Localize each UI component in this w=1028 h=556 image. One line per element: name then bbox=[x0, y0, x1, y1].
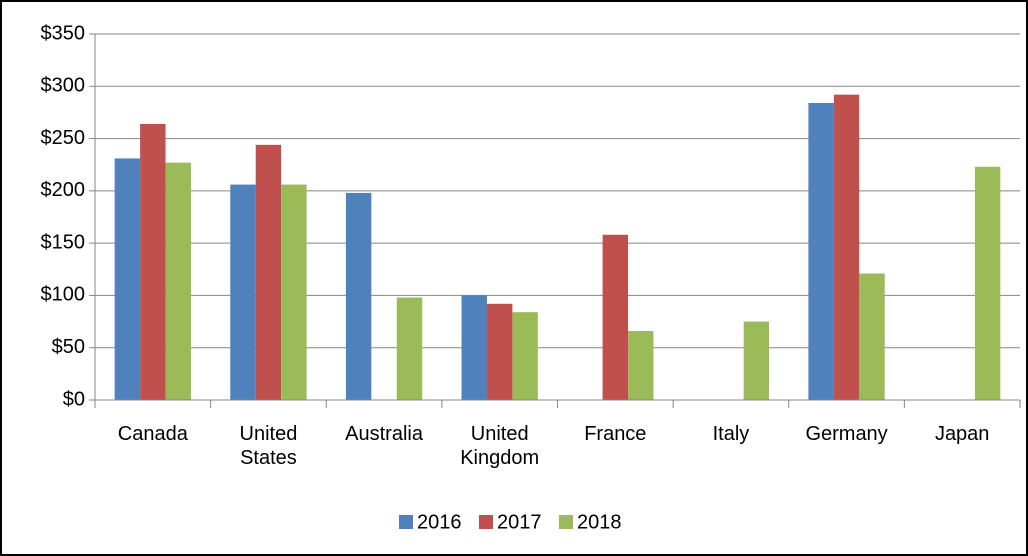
legend-swatch bbox=[559, 515, 573, 529]
bar bbox=[461, 295, 487, 400]
x-tick-label: United States bbox=[239, 423, 298, 469]
x-tick-label: Canada bbox=[117, 423, 188, 445]
bar bbox=[602, 234, 629, 400]
legend-swatch bbox=[479, 515, 493, 529]
bar bbox=[281, 184, 307, 400]
y-tick-label: $350 bbox=[41, 22, 86, 44]
bar bbox=[396, 297, 423, 400]
y-tick-label: $250 bbox=[41, 127, 86, 149]
bar bbox=[512, 312, 538, 400]
bar bbox=[859, 273, 885, 400]
legend-swatch bbox=[399, 515, 413, 529]
y-tick-label: $0 bbox=[63, 388, 85, 410]
bar bbox=[114, 158, 141, 400]
legend-label: 2017 bbox=[497, 511, 542, 533]
y-tick-label: $300 bbox=[41, 75, 86, 97]
legend-label: 2018 bbox=[577, 511, 622, 533]
bar bbox=[140, 123, 166, 400]
bar bbox=[345, 192, 372, 400]
bar bbox=[486, 303, 513, 400]
bar bbox=[628, 330, 654, 400]
x-tick-label: Germany bbox=[805, 423, 888, 445]
x-tick-label: Japan bbox=[934, 423, 990, 445]
bar bbox=[974, 166, 1001, 400]
x-tick-label: France bbox=[584, 423, 647, 445]
bar bbox=[833, 94, 860, 400]
bar bbox=[255, 144, 282, 400]
bar bbox=[808, 103, 834, 400]
y-tick-label: $150 bbox=[41, 231, 86, 253]
y-tick-label: $100 bbox=[41, 284, 86, 306]
bar bbox=[165, 162, 191, 400]
x-tick-label: Italy bbox=[712, 423, 750, 445]
x-tick-label: United Kingdom bbox=[460, 423, 540, 469]
legend-label: 2016 bbox=[417, 511, 462, 533]
y-tick-label: $200 bbox=[41, 179, 86, 201]
bar bbox=[743, 321, 770, 400]
x-tick-label: Australia bbox=[345, 423, 423, 445]
y-tick-label: $50 bbox=[52, 336, 85, 358]
bar bbox=[230, 184, 256, 400]
